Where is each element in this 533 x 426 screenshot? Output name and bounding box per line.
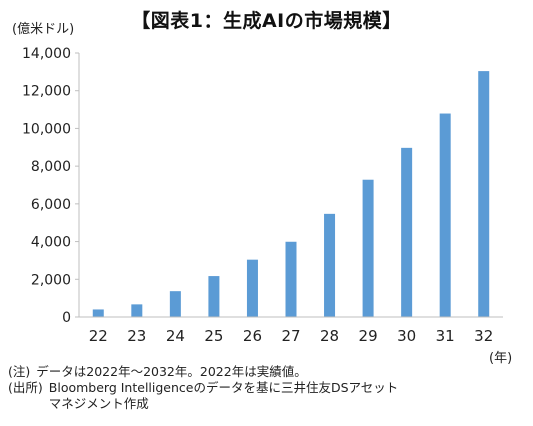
x-tick-label: 28: [320, 327, 339, 345]
bar: [92, 309, 104, 317]
y-tick-label: 4,000: [31, 235, 71, 251]
x-tick-label: 30: [397, 327, 416, 345]
y-axis-label: (億米ドル): [12, 21, 74, 37]
note-row: (注) データは2022年～2032年。2022年は実績値。: [8, 364, 528, 380]
note-text: Bloomberg Intelligenceのデータを基に三井住友DSアセット …: [48, 380, 399, 411]
bar: [169, 291, 181, 317]
x-axis-label: (年): [489, 351, 512, 366]
bar: [324, 213, 336, 317]
bar: [285, 241, 297, 317]
note-text: データは2022年～2032年。2022年は実績値。: [36, 364, 307, 379]
bar: [478, 71, 490, 317]
y-tick-label: 8,000: [31, 159, 71, 175]
x-tick-label: 27: [281, 327, 300, 345]
y-tick-label: 14,000: [22, 46, 71, 62]
notes: (注) データは2022年～2032年。2022年は実績値。 (出所) Bloo…: [8, 364, 528, 412]
x-tick-label: 24: [166, 327, 185, 345]
note-tag: (注): [8, 364, 31, 379]
x-tick-label: 29: [359, 327, 378, 345]
y-tick-label: 12,000: [22, 84, 71, 100]
x-tick-label: 32: [474, 327, 493, 345]
note-row: (出所) Bloomberg Intelligenceのデータを基に三井住友DS…: [8, 380, 528, 412]
bar: [246, 259, 258, 317]
x-tick-label: 22: [89, 327, 108, 345]
bar: [362, 179, 374, 317]
bar: [131, 304, 143, 317]
bar: [208, 276, 220, 317]
chart-title: 【図表1：生成AIの市場規模】: [131, 10, 402, 32]
x-tick-label: 31: [436, 327, 455, 345]
bar: [439, 113, 451, 317]
y-tick-label: 10,000: [22, 121, 71, 137]
x-tick-label: 25: [204, 327, 223, 345]
y-tick-label: 0: [62, 310, 71, 326]
x-tick-label: 23: [127, 327, 146, 345]
bar: [401, 147, 413, 317]
note-tag: (出所): [8, 380, 43, 395]
y-tick-label: 2,000: [31, 272, 71, 288]
y-tick-label: 6,000: [31, 197, 71, 213]
x-tick-label: 26: [243, 327, 262, 345]
